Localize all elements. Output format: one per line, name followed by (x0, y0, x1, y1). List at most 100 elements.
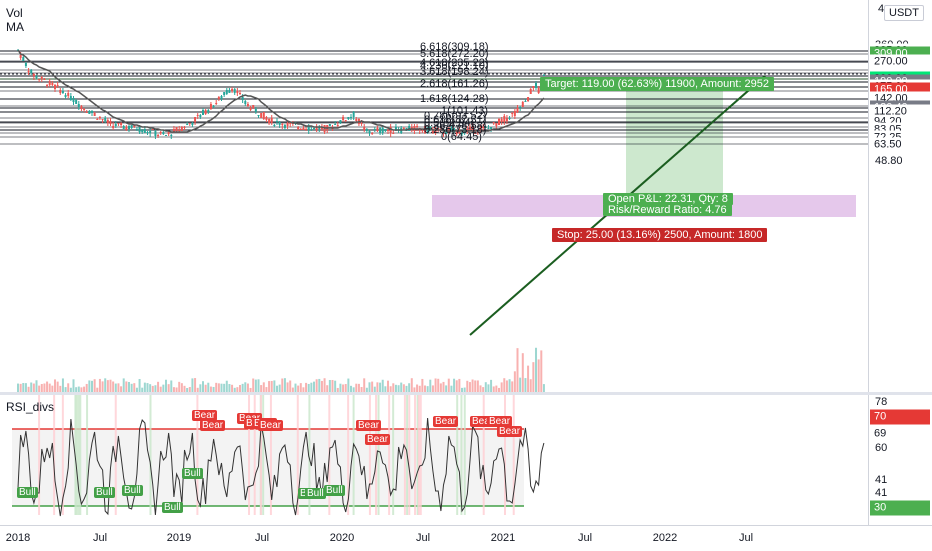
volume-bar (289, 380, 292, 392)
time-label: 2022 (652, 532, 678, 544)
volume-bar (299, 383, 302, 392)
volume-bar (186, 387, 189, 392)
candle-body (46, 85, 49, 86)
candle-body (77, 104, 80, 107)
volume-bar (183, 385, 186, 392)
volume-bar (323, 378, 326, 392)
candle-body (265, 117, 268, 120)
candle-body (246, 104, 249, 106)
ma-legend: MA (6, 20, 24, 34)
fib-label: 4.236(221.10) (420, 60, 489, 72)
candle-body (281, 124, 284, 125)
volume-bar (88, 380, 91, 392)
candle-body (389, 127, 392, 133)
fib-label: 0.236(73.18) (424, 124, 487, 136)
fib-label: 2.618(161.26) (420, 78, 489, 90)
volume-bar (492, 386, 495, 392)
volume-bar (516, 348, 519, 392)
volume-bar (384, 386, 387, 392)
candle-body (106, 120, 109, 123)
candle-body (24, 63, 27, 66)
candle-body (513, 111, 516, 116)
volume-bar (429, 379, 432, 392)
candle-body (209, 104, 212, 109)
volume-bar (117, 383, 120, 392)
candle-body (455, 130, 458, 134)
volume-bar (146, 383, 149, 392)
volume-bar (389, 386, 392, 392)
time-scale[interactable]: 2018 Jul 2019 Jul 2020 Jul 2021 Jul 2022 Jul (0, 525, 932, 551)
candle-body (135, 129, 138, 130)
rsi-signal-bar (38, 395, 41, 515)
candle-body (490, 127, 493, 129)
volume-bar (27, 386, 30, 392)
candle-body (212, 106, 215, 107)
volume-bar (239, 384, 242, 392)
volume-bar (379, 382, 382, 392)
volume-bar (212, 386, 215, 392)
candle-body (347, 117, 350, 119)
volume-bar (498, 387, 501, 392)
volume-bar (149, 384, 152, 392)
volume-bar (159, 386, 162, 392)
volume-bar (188, 387, 191, 392)
volume-bar (355, 383, 358, 392)
time-label: Jul (92, 532, 108, 544)
candle-body (141, 130, 144, 132)
rsi-scale[interactable]: 78 60 41 41 70 69 30 (868, 395, 932, 525)
bull-signal: Bull (122, 485, 143, 496)
price-scale[interactable]: 360.00320.00280.00240.00200.00175.00142.… (868, 0, 932, 392)
bull-signal: Bull (324, 485, 345, 496)
candle-body (495, 123, 498, 126)
price-badge: 63.50 (870, 137, 930, 153)
currency-button[interactable]: USDT (884, 5, 924, 21)
candle-body (363, 127, 366, 130)
volume-bar (215, 382, 218, 392)
volume-bar (413, 387, 416, 392)
candle-body (241, 97, 244, 100)
volume-bar (135, 387, 138, 392)
candle-body (273, 125, 276, 126)
volume-bar (350, 385, 353, 392)
moving-average-line (17, 49, 545, 133)
rsi-signal-bar (114, 395, 117, 515)
bull-signal: Bull (305, 488, 326, 499)
candle-body (262, 112, 265, 119)
volume-bar (254, 379, 257, 392)
volume-bar (231, 384, 234, 392)
candle-body (43, 79, 46, 80)
volume-bar (535, 347, 538, 392)
rsi-signal-bar (417, 395, 420, 515)
rsi-signal-bar (262, 395, 265, 515)
volume-bar (542, 384, 545, 392)
volume-bar (297, 385, 300, 392)
candle-body (535, 83, 538, 88)
candle-body (93, 113, 96, 116)
rsi-signal-bar (86, 395, 89, 515)
volume-bar (233, 387, 236, 392)
candle-body (376, 128, 379, 131)
rsi-chart[interactable] (0, 395, 868, 525)
volume-bar (500, 382, 503, 392)
candle-body (307, 126, 310, 130)
volume-bar (17, 383, 19, 392)
candle-body (442, 133, 445, 134)
candle-body (165, 135, 168, 136)
candle-body (384, 129, 387, 131)
volume-bar (48, 383, 51, 392)
volume-bar (408, 383, 411, 392)
volume-bar (157, 381, 160, 392)
volume-bar (458, 378, 461, 392)
volume-bar (334, 380, 337, 392)
candle-body (297, 127, 300, 129)
volume-bar (46, 381, 49, 392)
rsi-signal-bar (368, 395, 371, 515)
volume-bar (400, 382, 403, 392)
rsi-signal-bar (248, 395, 251, 515)
candle-body (178, 130, 181, 131)
candle-body (476, 132, 479, 133)
volume-bar (283, 378, 286, 392)
volume-bar (320, 380, 323, 392)
fib-label: 3.618(198.24) (420, 66, 489, 78)
pane-separator[interactable] (0, 392, 932, 395)
